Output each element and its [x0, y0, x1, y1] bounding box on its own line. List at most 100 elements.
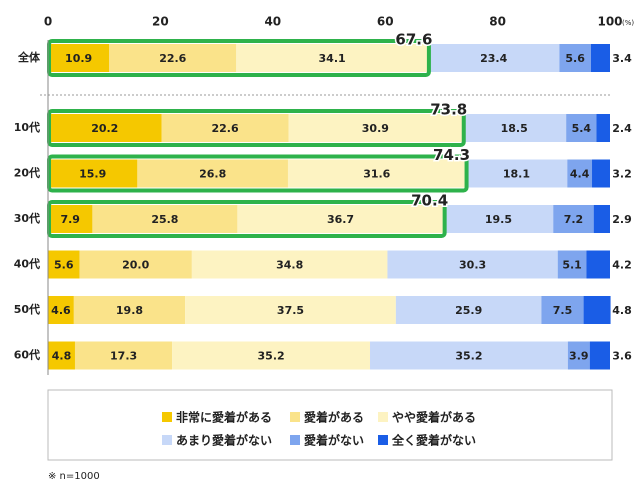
- bar-segment: [557, 250, 587, 279]
- bar-segment: [387, 250, 558, 279]
- value-label: 7.5: [553, 304, 573, 317]
- value-label: 34.1: [319, 52, 346, 65]
- x-tick-label: 40: [264, 15, 281, 29]
- value-label: 5.1: [562, 259, 582, 272]
- value-label: 4.6: [51, 304, 71, 317]
- bar-segment: [48, 205, 93, 233]
- legend-swatch: [162, 435, 172, 445]
- highlight-total: 73.8: [430, 101, 467, 119]
- bar-segment: [553, 205, 594, 233]
- bar-segment: [462, 114, 567, 142]
- bar-segment: [395, 296, 542, 324]
- highlight-box: [47, 154, 469, 193]
- value-label: 5.4: [572, 122, 592, 135]
- bar-segment: [427, 44, 560, 72]
- value-label: 15.9: [79, 168, 106, 181]
- highlight-box: [47, 39, 431, 77]
- bar-segment: [48, 250, 80, 279]
- value-label: 7.9: [60, 213, 80, 226]
- bar-segment: [541, 296, 584, 324]
- value-label: 4.8: [52, 350, 72, 363]
- bar-segment: [596, 114, 610, 142]
- value-label: 17.3: [110, 350, 137, 363]
- value-label: 2.4: [612, 122, 632, 135]
- value-label: 36.7: [327, 213, 354, 226]
- x-tick-label: 20: [152, 15, 169, 29]
- bar-segment: [590, 44, 610, 72]
- bar-segment: [236, 44, 428, 72]
- bar-segment: [583, 296, 611, 324]
- value-label: 4.8: [612, 304, 632, 317]
- legend-swatch: [290, 435, 300, 445]
- legend-swatch: [162, 412, 172, 422]
- legend-swatch: [378, 435, 388, 445]
- bar-segment: [559, 44, 591, 72]
- highlight-total: 70.4: [411, 192, 448, 210]
- value-label: 2.9: [612, 213, 632, 226]
- bar-segment: [161, 114, 289, 142]
- bar-segment: [592, 159, 610, 188]
- bar-segment: [237, 205, 444, 233]
- legend-box: [47, 389, 613, 461]
- highlight-total: 74.3: [433, 146, 470, 164]
- bar-segment: [137, 159, 288, 188]
- x-tick-label: 80: [489, 15, 506, 29]
- bar-segment: [109, 44, 237, 72]
- highlight-box: [47, 200, 447, 238]
- value-label: 35.2: [455, 350, 482, 363]
- bar-segment: [370, 341, 568, 370]
- legend-label: 非常に愛着がある: [176, 410, 272, 425]
- bar-segment: [443, 205, 554, 233]
- value-label: 35.2: [258, 350, 285, 363]
- x-tick-label: 100: [597, 15, 622, 29]
- value-label: 25.8: [151, 213, 178, 226]
- bar-segment: [73, 296, 186, 324]
- bar-segment: [465, 159, 568, 188]
- value-label: 30.3: [459, 259, 486, 272]
- note: ※ n=1000: [48, 471, 100, 482]
- value-label: 19.5: [485, 213, 512, 226]
- bar-segment: [92, 205, 238, 233]
- bar-segment: [191, 250, 388, 279]
- value-label: 19.8: [116, 304, 143, 317]
- value-label: 34.8: [276, 259, 303, 272]
- value-label: 3.9: [569, 350, 589, 363]
- category-label: 全体: [17, 50, 41, 64]
- value-label: 10.9: [65, 52, 92, 65]
- legend-label: あまり愛着がない: [176, 433, 272, 448]
- value-label: 3.6: [612, 350, 632, 363]
- bar-segment: [586, 250, 610, 279]
- value-label: 20.2: [91, 122, 118, 135]
- bar-segment: [185, 296, 396, 324]
- value-label: 3.4: [612, 52, 632, 65]
- category-label: 40代: [14, 257, 40, 271]
- bar-segment: [287, 159, 466, 188]
- highlight-total: 67.6: [395, 31, 432, 49]
- bar-segment: [593, 205, 610, 233]
- value-label: 3.2: [612, 168, 632, 181]
- category-label: 60代: [14, 348, 40, 362]
- highlight-box: [47, 109, 466, 147]
- category-label: 50代: [14, 302, 40, 316]
- legend-label: 全く愛着がない: [391, 433, 476, 448]
- value-label: 7.2: [564, 213, 584, 226]
- value-label: 18.1: [503, 168, 530, 181]
- bar-segment: [589, 341, 610, 370]
- x-unit: (%): [622, 19, 634, 27]
- value-label: 22.6: [211, 122, 238, 135]
- value-label: 20.0: [122, 259, 149, 272]
- x-tick-label: 60: [377, 15, 394, 29]
- bar-segment: [567, 159, 593, 188]
- legend-label: やや愛着がある: [392, 410, 476, 425]
- value-label: 5.6: [54, 259, 74, 272]
- bar-segment: [48, 114, 162, 142]
- bar-segment: [48, 296, 74, 324]
- bar-segment: [48, 44, 110, 72]
- bar-segment: [79, 250, 192, 279]
- bar-segment: [288, 114, 463, 142]
- bar-segment: [566, 114, 597, 142]
- value-label: 4.4: [570, 168, 590, 181]
- legend-swatch: [378, 412, 388, 422]
- category-label: 20代: [14, 166, 40, 180]
